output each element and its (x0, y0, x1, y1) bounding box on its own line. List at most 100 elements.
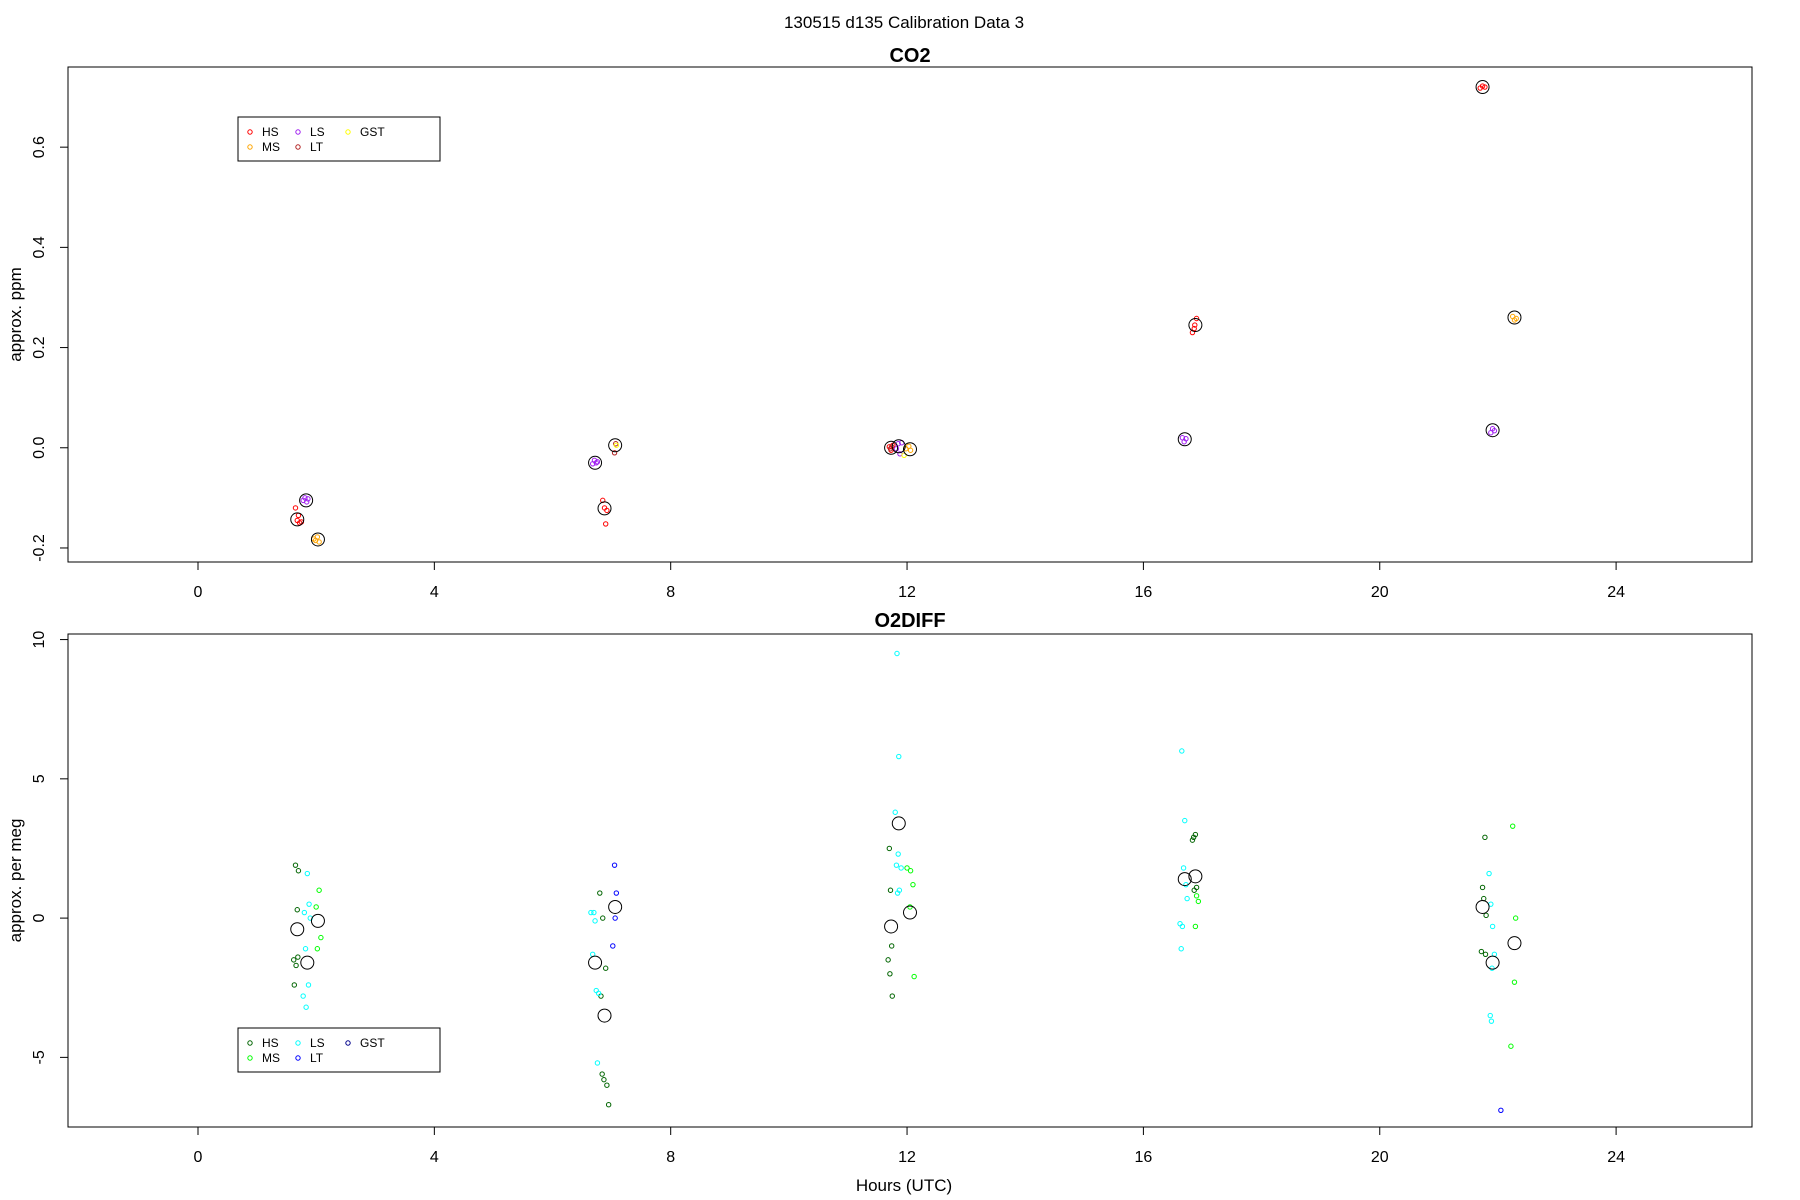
legend-marker (295, 144, 301, 150)
data-point-ls (1489, 965, 1495, 971)
data-point-ms (316, 539, 322, 545)
legend-marker (295, 1040, 301, 1046)
mean-marker (310, 532, 325, 547)
data-point-hs (295, 868, 302, 874)
mean-marker (1188, 869, 1203, 884)
data-point-hs (1192, 831, 1199, 838)
data-point-hs (604, 1082, 610, 1088)
panel-title: CO2 (889, 45, 930, 67)
data-point-ms (911, 973, 917, 980)
legend-label: GST (360, 1036, 385, 1050)
x-tick-label: 20 (1371, 1149, 1389, 1166)
y-axis-label: approx. per meg (6, 819, 25, 943)
data-point-ls (305, 496, 311, 502)
x-tick-label: 8 (666, 1149, 675, 1166)
mean-marker (588, 955, 603, 970)
data-point-ms (907, 447, 914, 453)
y-axis-label: approx. ppm (6, 267, 25, 362)
data-point-ls (1180, 865, 1187, 871)
data-point-hs (602, 965, 609, 971)
y-tick-label: 5 (31, 774, 48, 783)
data-point-ms (1513, 315, 1519, 322)
mean-marker (597, 501, 612, 516)
data-point-hs (605, 1102, 612, 1108)
data-point-lt (611, 862, 618, 868)
data-point-hs (1483, 912, 1489, 919)
data-point-hs (1192, 322, 1198, 328)
data-point-hs (887, 971, 893, 977)
y-tick-label: 0.2 (31, 336, 48, 358)
data-point-hs (1191, 887, 1197, 893)
y-tick-label: 0.0 (31, 437, 48, 459)
data-point-ls (893, 862, 900, 868)
data-point-ls (304, 499, 310, 505)
legend-marker (247, 129, 253, 135)
legend-label: LT (310, 1051, 324, 1065)
x-tick-label: 24 (1607, 584, 1625, 601)
legend-label: MS (262, 1051, 280, 1065)
data-point-hs (888, 943, 895, 949)
data-point-hs (601, 1076, 607, 1083)
data-point-ls (898, 865, 904, 871)
data-point-ms (316, 887, 322, 893)
data-point-ls (1491, 428, 1498, 434)
data-point-ls (595, 990, 602, 997)
x-tick-label: 16 (1134, 1149, 1152, 1166)
legend-marker (345, 129, 351, 135)
data-point-lt (612, 915, 618, 921)
data-point-ls (304, 870, 311, 877)
data-point-hs (292, 862, 299, 868)
data-point-ms (904, 865, 910, 871)
legend-box (237, 1027, 441, 1073)
data-point-ms (1193, 893, 1200, 899)
data-point-ls (305, 982, 312, 988)
legend-label: GST (360, 125, 385, 139)
y-tick-label: -0.2 (31, 534, 48, 562)
data-point-hs (295, 954, 301, 960)
data-point-ls (1178, 946, 1184, 952)
data-point-ls (303, 1004, 309, 1010)
data-point-ms (907, 868, 914, 874)
mean-marker (588, 455, 603, 470)
data-point-ms (910, 881, 916, 888)
data-point-lt (613, 890, 620, 896)
data-point-ls (302, 946, 309, 952)
y-tick-label: -5 (31, 1050, 48, 1064)
x-axis-label: Hours (UTC) (856, 1176, 952, 1195)
data-point-hs (602, 521, 609, 527)
data-point-ms (318, 934, 324, 941)
y-tick-label: 0.6 (31, 136, 48, 158)
mean-marker (884, 919, 899, 934)
legend-box (237, 116, 441, 162)
data-point-hs (885, 957, 891, 963)
data-point-ls (593, 460, 599, 466)
x-tick-label: 0 (194, 1149, 203, 1166)
data-point-ls (594, 1060, 601, 1066)
data-point-ms (1508, 1043, 1514, 1049)
y-tick-label: 0 (31, 914, 48, 923)
figure-title: 130515 d135 Calibration Data 3 (784, 13, 1024, 32)
data-point-ms (1511, 979, 1518, 985)
mean-marker (310, 913, 325, 928)
data-point-ls (594, 459, 601, 465)
data-point-hs (1482, 834, 1488, 841)
mean-marker (891, 816, 906, 831)
data-point-hs (1189, 837, 1196, 843)
data-point-hs (889, 993, 895, 999)
mean-marker (290, 512, 305, 527)
legend-label: HS (262, 125, 279, 139)
data-point-ms (907, 904, 913, 910)
mean-marker (608, 899, 623, 914)
mean-marker (884, 440, 899, 455)
data-point-hs (597, 890, 603, 896)
legend-marker (247, 1040, 253, 1046)
data-point-hs (1482, 951, 1489, 958)
data-point-lt (611, 450, 618, 456)
data-point-ms (1512, 915, 1519, 921)
data-point-hs (604, 507, 610, 514)
mean-marker (300, 955, 315, 970)
data-point-ls (306, 901, 312, 907)
x-tick-label: 0 (194, 584, 203, 601)
data-point-ls (1489, 923, 1496, 930)
data-point-ls (588, 909, 594, 916)
